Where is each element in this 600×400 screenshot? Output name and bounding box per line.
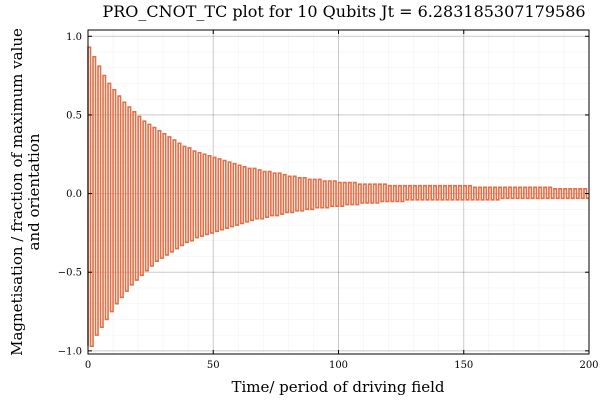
series-layer <box>87 46 589 347</box>
axis-ticks <box>87 30 590 354</box>
y-axis-label-line-2: and orientation <box>25 133 43 250</box>
x-tick-label: 0 <box>85 360 91 371</box>
y-axis-label: Magnetisation / fraction of maximum valu… <box>8 28 43 356</box>
y-tick-label: −1.0 <box>58 346 82 357</box>
y-tick-label: 1.0 <box>66 32 82 43</box>
y-tick-label: 0.5 <box>66 110 82 121</box>
y-tick-label: −0.5 <box>58 268 82 279</box>
y-tick-label: 0.0 <box>66 189 82 200</box>
series-line <box>87 46 589 347</box>
x-tick-label: 200 <box>579 360 598 371</box>
x-axis-label: Time/ period of driving field <box>231 378 444 396</box>
y-axis-label-line-1: Magnetisation / fraction of maximum valu… <box>8 28 26 356</box>
x-tick-label: 50 <box>207 360 220 371</box>
x-tick-label: 100 <box>329 360 348 371</box>
tick-labels: 0 50 100 150 200 −1.0 −0.5 0.0 0.5 1.0 <box>58 32 599 371</box>
x-tick-label: 150 <box>454 360 473 371</box>
chart-title: PRO_CNOT_TC plot for 10 Qubits Jt = 6.28… <box>102 2 585 21</box>
